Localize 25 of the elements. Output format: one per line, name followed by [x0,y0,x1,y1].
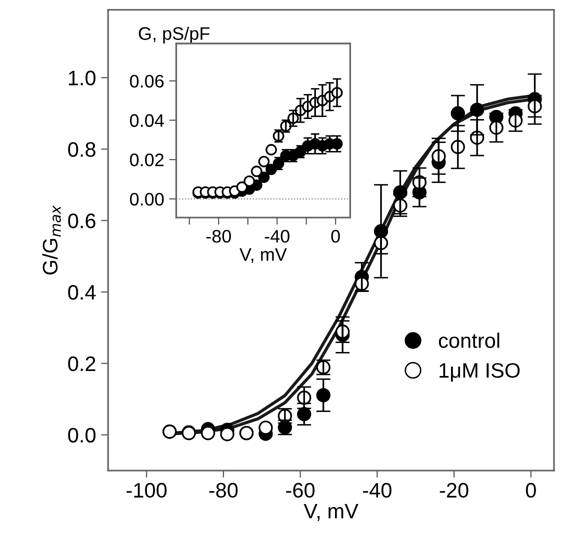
x-axis-title: V, mV [240,248,287,264]
x-tick-label: -80 [209,482,238,498]
y-tick-label: 0.6 [68,214,96,228]
y-axis-title: G, pS/pF [138,26,210,44]
x-tick-label: -40 [363,482,392,498]
y-tick-label: 0.02 [130,154,164,166]
x-tick-label: -60 [286,482,315,498]
y-tick-label: 1.0 [68,70,96,86]
y-tick-label: 0.00 [130,192,164,206]
legend-label: control [438,332,500,348]
y-tick-label: 0.2 [68,356,96,372]
x-tick-label: -40 [264,230,290,243]
x-tick-label: 0 [526,482,536,498]
x-axis-title: V, mV [304,504,358,521]
legend-label: 1μM ISO [440,363,520,382]
y-tick-label: 0.0 [68,428,96,443]
x-tick-label: -100 [126,482,167,498]
y-tick-label: 0.4 [68,284,96,300]
y-tick-label: 0.06 [130,74,164,88]
x-tick-label: 0 [331,230,340,243]
y-tick-label: 0.04 [130,114,164,127]
x-tick-label: -20 [440,482,468,498]
y-tick-label: 0.8 [68,142,96,157]
x-tick-label: -80 [206,230,231,243]
y-axis-title: G/G$_{max}$ [42,205,61,275]
